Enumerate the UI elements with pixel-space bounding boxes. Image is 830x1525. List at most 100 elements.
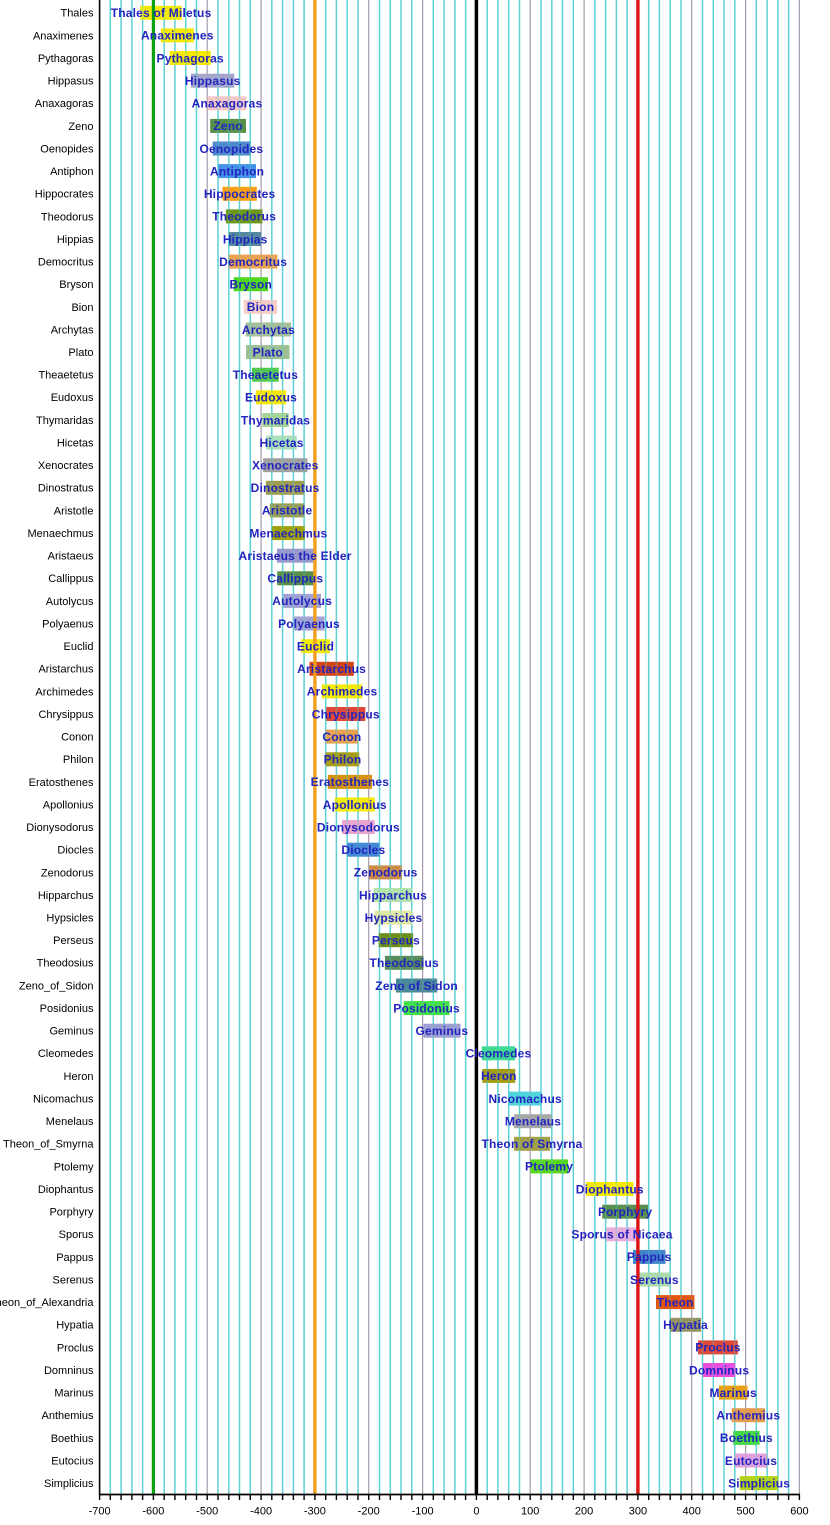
svg-text:Hippias: Hippias [57,234,94,246]
svg-text:-700: -700 [89,1506,111,1518]
svg-text:Boethius: Boethius [720,1431,773,1445]
svg-text:Ptolemy: Ptolemy [54,1161,94,1173]
svg-text:Proclus: Proclus [57,1342,94,1354]
svg-text:Oenopides: Oenopides [199,142,263,156]
svg-text:-100: -100 [412,1506,434,1518]
svg-text:Domninus: Domninus [44,1365,94,1377]
svg-text:Hypatia: Hypatia [663,1318,708,1332]
svg-text:Serenus: Serenus [53,1274,94,1286]
svg-text:-400: -400 [250,1506,272,1518]
svg-text:Conon: Conon [322,730,361,744]
svg-text:Eudoxus: Eudoxus [245,391,297,405]
svg-text:Dionysodorus: Dionysodorus [26,822,94,834]
svg-text:100: 100 [521,1506,539,1518]
svg-text:600: 600 [790,1506,808,1518]
svg-text:Perseus: Perseus [53,935,94,947]
svg-text:Zeno_of_Sidon: Zeno_of_Sidon [19,980,94,992]
svg-text:Menelaus: Menelaus [505,1115,561,1129]
svg-text:Archimedes: Archimedes [307,685,378,699]
svg-text:Ptolemy: Ptolemy [525,1160,573,1174]
svg-text:Xenocrates: Xenocrates [38,460,94,472]
svg-text:Plato: Plato [253,345,283,359]
svg-text:Anaxagoras: Anaxagoras [35,98,94,110]
svg-text:Democritus: Democritus [38,257,94,269]
svg-text:Aristotle: Aristotle [262,504,313,518]
svg-text:Democritus: Democritus [219,255,287,269]
svg-text:500: 500 [736,1506,754,1518]
svg-text:Theaetetus: Theaetetus [38,370,94,382]
svg-text:Hypsicles: Hypsicles [365,911,423,925]
svg-text:Geminus: Geminus [416,1024,469,1038]
svg-text:Theodosius: Theodosius [370,956,439,970]
svg-text:Thymaridas: Thymaridas [241,413,310,427]
svg-text:Philon: Philon [324,753,362,767]
svg-text:Aristarchus: Aristarchus [297,662,366,676]
svg-text:Marinus: Marinus [709,1386,757,1400]
svg-text:Hipparchus: Hipparchus [38,890,94,902]
svg-text:Simplicius: Simplicius [44,1478,94,1490]
svg-text:Pythagoras: Pythagoras [157,51,224,65]
svg-text:Dinostratus: Dinostratus [38,483,94,495]
svg-text:Zenodorus: Zenodorus [354,866,418,880]
svg-text:Eratosthenes: Eratosthenes [29,777,94,789]
svg-text:Aristaeus: Aristaeus [48,551,94,563]
svg-text:Theon of Smyrna: Theon of Smyrna [481,1137,582,1151]
svg-text:Theodosius: Theodosius [37,958,94,970]
svg-text:Cleomedes: Cleomedes [466,1047,532,1061]
svg-text:Aristotle: Aristotle [54,505,94,517]
svg-text:Domninus: Domninus [689,1363,749,1377]
svg-text:Diocles: Diocles [57,845,94,857]
svg-text:Hypsicles: Hypsicles [46,913,94,925]
svg-text:Sporus: Sporus [59,1229,94,1241]
svg-text:Posidonius: Posidonius [40,1003,94,1015]
svg-text:Aristaeus the Elder: Aristaeus the Elder [239,549,352,563]
svg-text:Eratosthenes: Eratosthenes [311,775,390,789]
svg-text:Hicetas: Hicetas [57,438,94,450]
svg-text:Thales: Thales [60,8,94,20]
svg-text:Zeno: Zeno [213,119,242,133]
svg-text:Marinus: Marinus [54,1388,94,1400]
svg-text:Diophantus: Diophantus [576,1182,644,1196]
svg-text:Eutocius: Eutocius [725,1454,777,1468]
svg-text:Boethius: Boethius [51,1433,94,1445]
svg-text:Serenus: Serenus [630,1273,679,1287]
svg-text:Antiphon: Antiphon [50,166,93,178]
svg-text:200: 200 [575,1506,593,1518]
svg-text:Nicomachus: Nicomachus [33,1094,94,1106]
svg-text:Diophantus: Diophantus [38,1184,94,1196]
svg-text:Dionysodorus: Dionysodorus [317,820,400,834]
svg-text:Conon: Conon [61,732,93,744]
svg-text:Philon: Philon [63,754,94,766]
svg-text:Zeno: Zeno [68,121,93,133]
svg-text:-200: -200 [358,1506,380,1518]
svg-text:Polyaenus: Polyaenus [278,617,340,631]
svg-text:Apollonius: Apollonius [43,799,94,811]
svg-text:Eudoxus: Eudoxus [51,392,94,404]
svg-text:-500: -500 [196,1506,218,1518]
svg-text:Hippasus: Hippasus [185,74,241,88]
svg-text:Nicomachus: Nicomachus [489,1092,562,1106]
svg-text:Bion: Bion [71,302,93,314]
svg-text:300: 300 [629,1506,647,1518]
svg-text:Dinostratus: Dinostratus [251,481,320,495]
svg-text:Eutocius: Eutocius [51,1455,94,1467]
svg-text:Anthemius: Anthemius [716,1409,780,1423]
svg-text:Anaximenes: Anaximenes [33,30,94,42]
svg-text:Theon: Theon [657,1295,694,1309]
svg-text:Heron: Heron [64,1071,94,1083]
svg-text:Apollonius: Apollonius [323,798,387,812]
svg-text:400: 400 [683,1506,701,1518]
svg-text:Menaechmus: Menaechmus [27,528,94,540]
svg-text:Bion: Bion [247,300,274,314]
svg-text:Pappus: Pappus [56,1252,94,1264]
svg-text:0: 0 [473,1506,479,1518]
svg-text:Callippus: Callippus [267,572,323,586]
svg-text:Hicetas: Hicetas [260,436,304,450]
svg-text:Theon_of_Alexandria: Theon_of_Alexandria [0,1297,94,1309]
svg-text:Thales of Miletus: Thales of Miletus [111,6,212,20]
svg-text:Callippus: Callippus [48,573,94,585]
svg-text:Theodorus: Theodorus [41,211,94,223]
svg-text:Zeno of Sidon: Zeno of Sidon [375,979,458,993]
svg-text:Autolycus: Autolycus [272,594,332,608]
svg-text:Autolycus: Autolycus [46,596,94,608]
